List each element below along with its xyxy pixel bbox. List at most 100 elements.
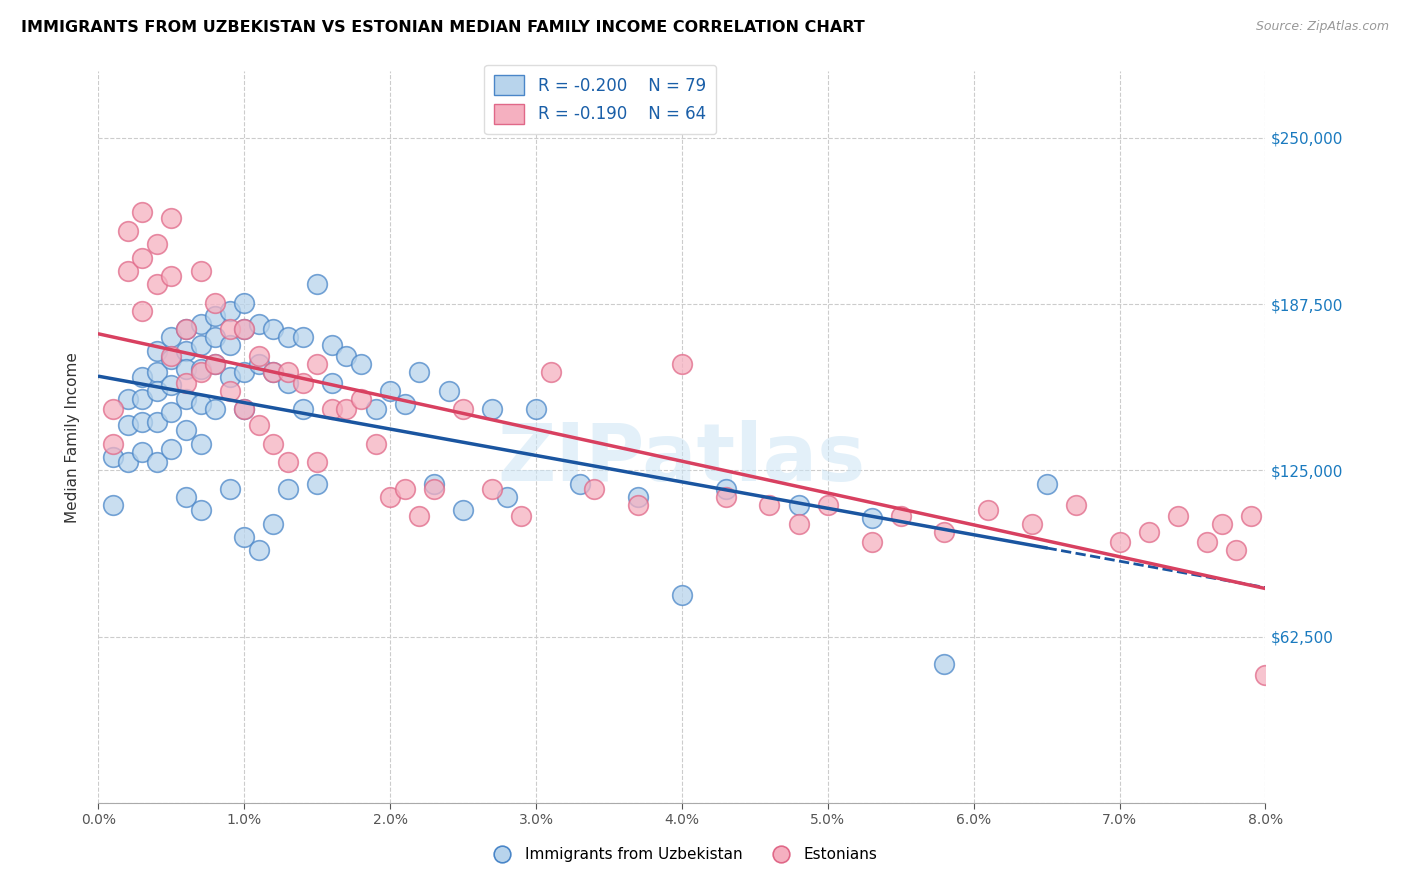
Text: Source: ZipAtlas.com: Source: ZipAtlas.com — [1256, 20, 1389, 33]
Point — [1021, 516, 1043, 531]
Point — [481, 482, 503, 496]
Point — [977, 503, 1000, 517]
Point — [1035, 476, 1057, 491]
Point — [394, 482, 416, 496]
Point — [233, 322, 256, 336]
Point — [262, 436, 284, 450]
Legend: Immigrants from Uzbekistan, Estonians: Immigrants from Uzbekistan, Estonians — [481, 841, 883, 868]
Point — [160, 378, 183, 392]
Point — [146, 237, 169, 252]
Text: IMMIGRANTS FROM UZBEKISTAN VS ESTONIAN MEDIAN FAMILY INCOME CORRELATION CHART: IMMIGRANTS FROM UZBEKISTAN VS ESTONIAN M… — [21, 20, 865, 35]
Point — [190, 362, 212, 376]
Point — [335, 349, 357, 363]
Point — [262, 365, 284, 379]
Point — [1137, 524, 1160, 539]
Point — [190, 264, 212, 278]
Point — [174, 392, 197, 406]
Point — [131, 251, 153, 265]
Point — [174, 376, 197, 390]
Point — [190, 365, 212, 379]
Point — [380, 490, 402, 504]
Point — [408, 508, 430, 523]
Point — [146, 277, 169, 292]
Point — [117, 392, 139, 406]
Point — [233, 322, 256, 336]
Point — [190, 397, 212, 411]
Point — [218, 384, 240, 398]
Point — [321, 376, 343, 390]
Point — [583, 482, 606, 496]
Point — [204, 402, 226, 417]
Point — [671, 588, 693, 602]
Point — [423, 476, 446, 491]
Point — [204, 295, 226, 310]
Point — [350, 392, 373, 406]
Point — [262, 322, 284, 336]
Point — [481, 402, 503, 417]
Point — [277, 365, 299, 379]
Point — [131, 205, 153, 219]
Point — [247, 543, 270, 558]
Point — [787, 516, 810, 531]
Point — [291, 330, 314, 344]
Point — [787, 498, 810, 512]
Point — [174, 322, 197, 336]
Point — [934, 524, 956, 539]
Point — [408, 365, 430, 379]
Point — [277, 482, 299, 496]
Point — [1225, 543, 1247, 558]
Point — [1211, 516, 1233, 531]
Point — [204, 309, 226, 323]
Point — [190, 503, 212, 517]
Point — [1197, 535, 1219, 549]
Point — [321, 338, 343, 352]
Point — [117, 455, 139, 469]
Point — [758, 498, 780, 512]
Point — [174, 362, 197, 376]
Point — [307, 357, 329, 371]
Point — [233, 365, 256, 379]
Point — [190, 436, 212, 450]
Point — [101, 498, 124, 512]
Point — [190, 338, 212, 352]
Point — [233, 402, 256, 417]
Point — [146, 365, 169, 379]
Point — [247, 317, 270, 331]
Point — [277, 455, 299, 469]
Point — [174, 424, 197, 438]
Point — [262, 516, 284, 531]
Point — [934, 657, 956, 672]
Point — [233, 530, 256, 544]
Point — [524, 402, 547, 417]
Point — [277, 376, 299, 390]
Point — [1064, 498, 1087, 512]
Point — [218, 338, 240, 352]
Point — [204, 330, 226, 344]
Point — [101, 450, 124, 464]
Point — [117, 224, 139, 238]
Point — [451, 402, 474, 417]
Point — [714, 490, 737, 504]
Point — [627, 498, 650, 512]
Y-axis label: Median Family Income: Median Family Income — [65, 351, 80, 523]
Point — [218, 303, 240, 318]
Point — [160, 442, 183, 456]
Point — [160, 405, 183, 419]
Point — [1108, 535, 1130, 549]
Point — [437, 384, 460, 398]
Point — [146, 416, 169, 430]
Point — [174, 490, 197, 504]
Point — [247, 357, 270, 371]
Point — [117, 418, 139, 433]
Point — [364, 402, 387, 417]
Point — [131, 392, 153, 406]
Point — [247, 349, 270, 363]
Point — [160, 211, 183, 225]
Point — [380, 384, 402, 398]
Point — [1240, 508, 1263, 523]
Point — [131, 370, 153, 384]
Point — [496, 490, 519, 504]
Point — [423, 482, 446, 496]
Point — [817, 498, 839, 512]
Point — [218, 370, 240, 384]
